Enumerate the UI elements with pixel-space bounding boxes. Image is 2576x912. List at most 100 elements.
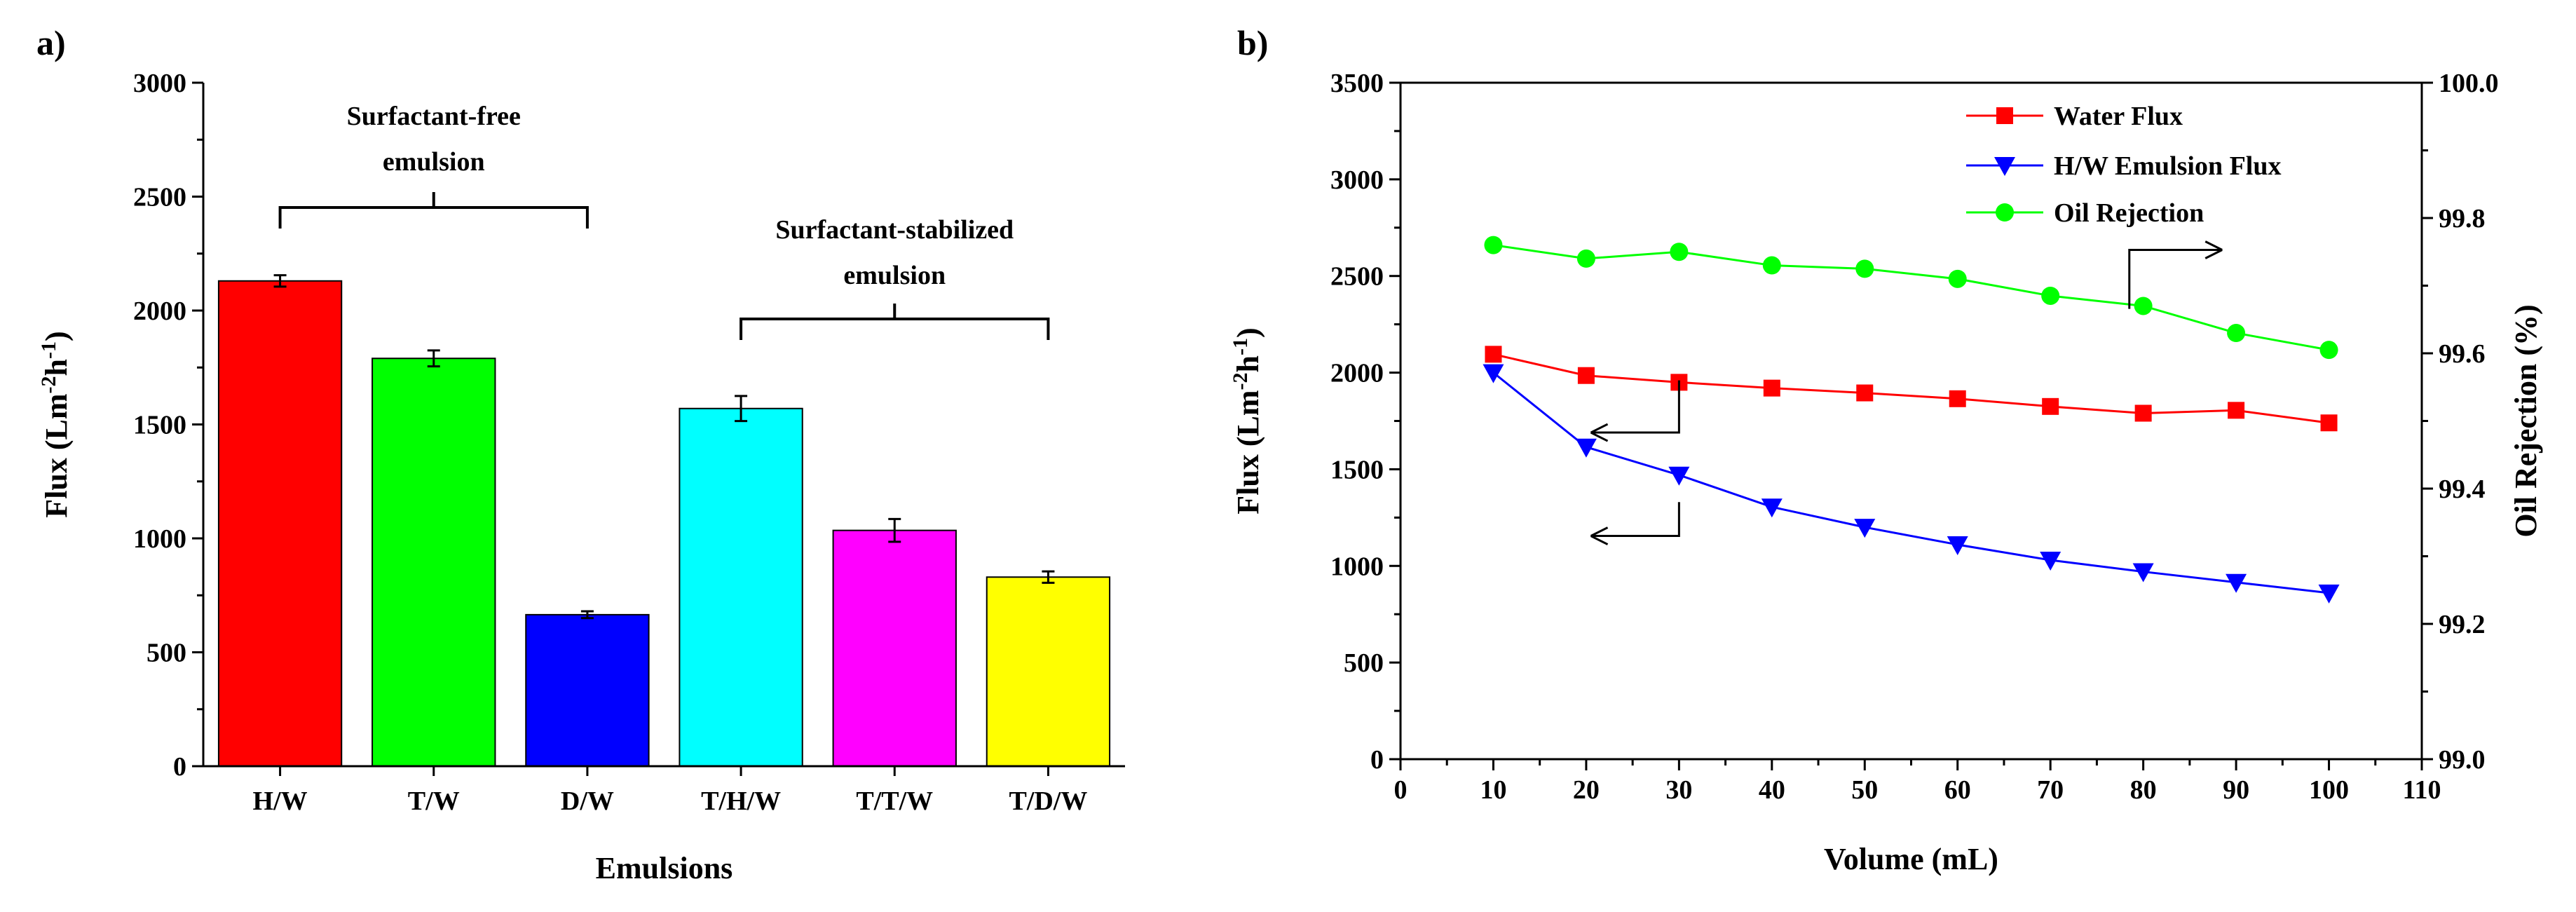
point-water-flux	[1949, 390, 1966, 407]
y-axis-label: Flux (Lm-2h-1)	[1229, 327, 1265, 514]
legend-marker-h-w-emulsion-flux	[1994, 157, 2015, 176]
point-oil-rejection	[2319, 341, 2338, 360]
error-bar	[1042, 570, 1055, 584]
y2-tick-label: 100.0	[2439, 69, 2499, 98]
y-tick-label: 500	[146, 639, 186, 668]
axis-pointer-arrowhead	[1590, 423, 1609, 442]
panel-b-label: b)	[1237, 23, 1268, 62]
point-h-w-emulsion-flux	[2318, 584, 2340, 604]
point-water-flux	[2042, 397, 2059, 415]
point-water-flux	[2228, 402, 2245, 419]
y-tick-label: 1500	[133, 411, 186, 440]
series-line-water-flux	[1493, 353, 2329, 424]
y-tick-label: 3000	[133, 69, 186, 98]
bar-D/W	[525, 613, 650, 767]
x-tick-label: 60	[1944, 775, 1971, 805]
point-h-w-emulsion-flux	[1947, 536, 1968, 555]
x-tick-label: 110	[2403, 775, 2441, 805]
x-tick-label: T/W	[408, 787, 460, 816]
y2-tick-label: 99.6	[2439, 339, 2486, 369]
y-tick-label: 2000	[1330, 359, 1384, 388]
point-h-w-emulsion-flux	[1854, 519, 1876, 538]
point-water-flux	[2320, 414, 2338, 432]
axis-pointer-arrow	[1590, 502, 1680, 538]
point-oil-rejection	[2041, 286, 2060, 305]
legend-label-oil-rejection: Oil Rejection	[2054, 198, 2204, 228]
axis-pointer-arrowhead	[2204, 240, 2223, 259]
x-tick-label: 20	[1573, 775, 1600, 805]
annotation-text: emulsion	[383, 147, 485, 177]
x-tick-label: 0	[1394, 775, 1408, 805]
point-oil-rejection	[1576, 249, 1595, 268]
x-tick-label: 90	[2223, 775, 2249, 805]
legend-label-h-w-emulsion-flux: H/W Emulsion Flux	[2054, 151, 2282, 181]
legend-marker-oil-rejection	[1996, 203, 2014, 222]
point-oil-rejection	[2134, 297, 2153, 315]
y-tick-label: 0	[1370, 745, 1384, 775]
x-tick-label: 10	[1480, 775, 1506, 805]
x-tick-label: 30	[1665, 775, 1692, 805]
point-h-w-emulsion-flux	[2040, 552, 2062, 571]
chart-a-bar-chart: 0 500 1000 1500 2000 2500 3000 H/W T/W D/W T/H/W T/…	[37, 69, 1125, 885]
point-water-flux	[1577, 367, 1595, 384]
x-tick-label: 40	[1759, 775, 1785, 805]
panel-a-label: a)	[36, 23, 66, 62]
x-tick-label: T/T/W	[856, 787, 933, 816]
y2-tick-label: 99.4	[2439, 475, 2486, 504]
bar-T/W	[372, 358, 496, 767]
x-axis-label: Volume (mL)	[1824, 842, 1998, 876]
y-tick-label: 500	[1344, 648, 1384, 678]
x-tick-label: 100	[2309, 775, 2349, 805]
x-tick-label: D/W	[561, 787, 614, 816]
annotation-bracket	[278, 192, 589, 229]
point-oil-rejection	[1948, 269, 1967, 288]
point-oil-rejection	[1855, 259, 1874, 278]
annotation-text: Surfactant-stabilized	[775, 215, 1014, 245]
x-tick-label: H/W	[253, 787, 308, 816]
x-tick-label: T/D/W	[1009, 787, 1087, 816]
x-tick-label: 70	[2037, 775, 2064, 805]
y-tick-label: 2000	[133, 297, 186, 326]
point-oil-rejection	[1670, 243, 1689, 261]
point-oil-rejection	[2227, 324, 2246, 343]
x-axis-label: Emulsions	[596, 851, 733, 885]
series-line-oil-rejection	[1493, 244, 2329, 351]
point-oil-rejection	[1484, 236, 1503, 254]
y2-tick-label: 99.0	[2439, 745, 2486, 775]
point-oil-rejection	[1762, 256, 1781, 275]
y2-tick-label: 99.8	[2439, 204, 2486, 233]
y-tick-label: 1500	[1330, 455, 1384, 484]
error-bar	[735, 395, 748, 423]
error-bar	[888, 517, 901, 543]
y-tick-label: 3000	[1330, 165, 1384, 195]
point-h-w-emulsion-flux	[2226, 573, 2247, 593]
point-water-flux	[1856, 384, 1874, 402]
y-tick-label: 2500	[133, 183, 186, 212]
point-water-flux	[1485, 346, 1502, 363]
x-tick-label: 80	[2130, 775, 2157, 805]
axis-pointer-arrow	[1590, 380, 1680, 434]
annotation-text: Surfactant-free	[347, 102, 521, 131]
error-bar	[580, 610, 594, 620]
annotation-text: emulsion	[843, 261, 946, 290]
x-tick-label: T/H/W	[701, 787, 781, 816]
error-bar	[273, 274, 287, 288]
axis-pointer-arrowhead	[1590, 526, 1609, 545]
chart-b-line-chart: 050010001500200025003000350099.099.299.4…	[1229, 69, 2543, 876]
bar-T/T/W	[832, 529, 957, 767]
y-axis-label: Flux (Lm-2h-1)	[37, 331, 74, 517]
point-water-flux	[2134, 404, 2152, 422]
point-h-w-emulsion-flux	[2132, 563, 2154, 583]
y-tick-label: 2500	[1330, 262, 1384, 292]
y-tick-label: 1000	[1330, 552, 1384, 581]
y-tick-label: 0	[173, 752, 186, 782]
bar-T/D/W	[986, 576, 1111, 767]
axis-pointer-arrow	[2128, 248, 2223, 309]
y2-tick-label: 99.2	[2439, 610, 2486, 639]
point-h-w-emulsion-flux	[1668, 466, 1690, 486]
bar-H/W	[217, 280, 343, 767]
legend-marker-water-flux	[1996, 107, 2013, 124]
point-water-flux	[1763, 379, 1780, 397]
bar-T/H/W	[679, 407, 803, 767]
